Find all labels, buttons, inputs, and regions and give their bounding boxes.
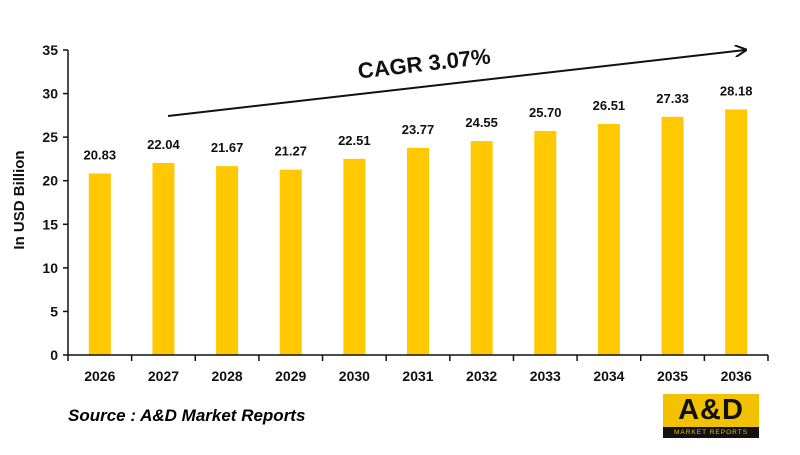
bar: [725, 109, 748, 355]
y-tick-label: 5: [50, 303, 58, 319]
x-tick-label: 2033: [530, 368, 561, 384]
brand-logo: A&D MARKET REPORTS: [663, 394, 759, 438]
x-tick-label: 2029: [275, 368, 306, 384]
bar-value-label: 27.33: [656, 91, 689, 106]
trend-arrow: [167, 50, 745, 117]
y-tick-label: 10: [42, 260, 58, 276]
cagr-annotation: CAGR 3.07%: [357, 44, 492, 84]
x-tick-label: 2027: [148, 368, 179, 384]
bar: [343, 158, 366, 355]
x-tick-label: 2036: [721, 368, 752, 384]
x-tick-label: 2028: [212, 368, 243, 384]
logo-tagline: MARKET REPORTS: [673, 429, 749, 436]
y-tick-label: 20: [42, 173, 58, 189]
bar: [597, 123, 620, 355]
bar: [88, 173, 111, 355]
bar: [470, 141, 493, 355]
y-tick-label: 25: [42, 129, 58, 145]
bar-value-label: 21.27: [274, 144, 307, 159]
y-axis-title: In USD Billion: [11, 150, 28, 249]
bar: [534, 131, 557, 355]
source-note: Source : A&D Market Reports: [68, 406, 306, 425]
x-tick-label: 2030: [339, 368, 370, 384]
x-tick-label: 2026: [84, 368, 115, 384]
bar-value-label: 23.77: [402, 122, 435, 137]
bar-value-label: 24.55: [465, 115, 498, 130]
x-axis: 2026 2027 2028 2029 2030 2031 2032 2033 2034 2035…: [67, 354, 769, 384]
bar: [152, 162, 175, 355]
x-tick-label: 2035: [657, 368, 688, 384]
bar-value-label: 20.83: [84, 147, 117, 162]
x-tick-label: 2032: [466, 368, 497, 384]
bar-value-label: 21.67: [211, 140, 244, 155]
bar-value-label: 26.51: [593, 98, 626, 113]
logo-wordmark: A&D: [663, 394, 759, 427]
bar: [407, 147, 429, 355]
bar: [279, 169, 302, 355]
bar-value-label: 22.04: [147, 137, 180, 152]
y-tick-label: 30: [42, 86, 58, 102]
bar-value-label: 22.51: [338, 133, 371, 148]
x-tick-label: 2031: [402, 368, 433, 384]
y-axis: 0 5 10 15 20 25 30 35: [42, 42, 69, 363]
data-labels: 20.83 22.04 21.67 21.27 22.51 23.77 24.55 25.70…: [84, 83, 753, 162]
y-tick-label: 35: [42, 42, 58, 58]
bar-value-label: 25.70: [529, 105, 562, 120]
bar: [216, 166, 239, 355]
y-tick-label: 0: [50, 347, 58, 363]
bars: [88, 109, 748, 356]
bar-value-label: 28.18: [720, 83, 753, 98]
y-tick-label: 15: [42, 216, 58, 232]
x-tick-label: 2034: [593, 368, 624, 384]
bar: [661, 116, 684, 356]
